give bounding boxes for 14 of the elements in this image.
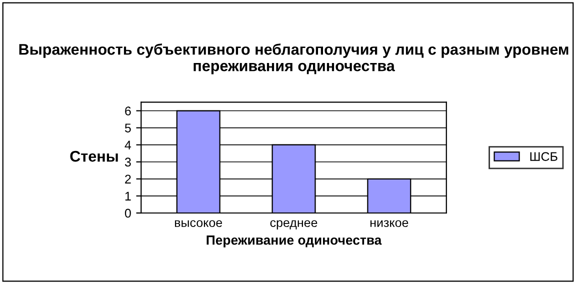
- y-tick-label: 1: [125, 192, 131, 200]
- x-tick-label: среднее: [270, 220, 318, 230]
- y-tick-label: 4: [124, 140, 132, 150]
- legend-label: ШСБ: [530, 152, 558, 161]
- x-tick-label: высокое: [174, 220, 222, 228]
- x-axis-title: Переживание одиночества: [206, 236, 382, 248]
- y-tick-label: 6: [125, 106, 131, 116]
- chart-title: Выраженность субъективного неблагополучия у лиц с разным уровнем переживания одиночества: [19, 43, 568, 74]
- y-tick-label: 5: [124, 124, 131, 132]
- y-tick-label: 0: [124, 208, 131, 218]
- y-tick-label: 3: [124, 158, 131, 167]
- y-axis-title: Стены: [70, 150, 118, 162]
- x-tick-label: низкое: [370, 220, 408, 228]
- y-tick-label: 2: [125, 174, 131, 184]
